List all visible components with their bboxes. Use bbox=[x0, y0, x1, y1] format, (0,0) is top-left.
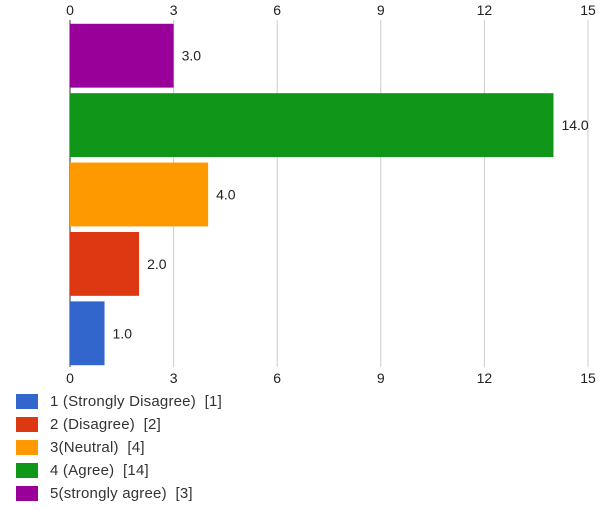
top-tick-label: 15 bbox=[580, 2, 596, 18]
bar bbox=[70, 93, 554, 158]
top-axis-ticks: 0 3 6 9 12 15 bbox=[66, 2, 596, 18]
legend-item-1[interactable]: 1 (Strongly Disagree) [1] bbox=[16, 390, 222, 413]
bars: 3.0 14.0 4.0 2.0 1.0 bbox=[70, 23, 589, 366]
bottom-tick-label: 0 bbox=[66, 370, 74, 385]
top-tick-label: 0 bbox=[66, 2, 74, 18]
top-tick-label: 12 bbox=[477, 2, 493, 18]
legend-label: 1 (Strongly Disagree) [1] bbox=[50, 393, 222, 410]
legend: 1 (Strongly Disagree) [1] 2 (Disagree) [… bbox=[16, 390, 222, 505]
legend-label: 2 (Disagree) [2] bbox=[50, 416, 161, 433]
bottom-axis-ticks: 0 3 6 9 12 15 bbox=[66, 370, 596, 385]
bar-value-label: 14.0 bbox=[561, 117, 588, 133]
bottom-tick-label: 3 bbox=[170, 370, 178, 385]
bar bbox=[70, 301, 105, 366]
legend-label: 4 (Agree) [14] bbox=[50, 462, 149, 479]
bottom-tick-label: 12 bbox=[477, 370, 493, 385]
legend-item-2[interactable]: 2 (Disagree) [2] bbox=[16, 413, 222, 436]
legend-item-5[interactable]: 5(strongly agree) [3] bbox=[16, 482, 222, 505]
bottom-tick-label: 6 bbox=[273, 370, 281, 385]
legend-label: 5(strongly agree) [3] bbox=[50, 485, 193, 502]
legend-swatch bbox=[16, 486, 38, 501]
top-tick-label: 9 bbox=[377, 2, 385, 18]
legend-swatch bbox=[16, 394, 38, 409]
legend-swatch bbox=[16, 417, 38, 432]
bottom-tick-label: 9 bbox=[377, 370, 385, 385]
top-tick-label: 6 bbox=[273, 2, 281, 18]
legend-label: 3(Neutral) [4] bbox=[50, 439, 145, 456]
bar bbox=[70, 162, 209, 227]
bar-chart: 3.0 14.0 4.0 2.0 1.0 0 3 6 9 12 15 0 3 6 9 12 15 bbox=[66, 2, 596, 385]
bar-value-label: 3.0 bbox=[182, 48, 202, 64]
bar-value-label: 1.0 bbox=[113, 325, 133, 341]
bar bbox=[70, 23, 174, 88]
bottom-tick-label: 15 bbox=[580, 370, 596, 385]
legend-swatch bbox=[16, 440, 38, 455]
legend-item-4[interactable]: 4 (Agree) [14] bbox=[16, 459, 222, 482]
bar-value-label: 2.0 bbox=[147, 256, 167, 272]
legend-item-3[interactable]: 3(Neutral) [4] bbox=[16, 436, 222, 459]
bar-value-label: 4.0 bbox=[216, 187, 236, 203]
bar bbox=[70, 231, 140, 296]
top-tick-label: 3 bbox=[170, 2, 178, 18]
legend-swatch bbox=[16, 463, 38, 478]
